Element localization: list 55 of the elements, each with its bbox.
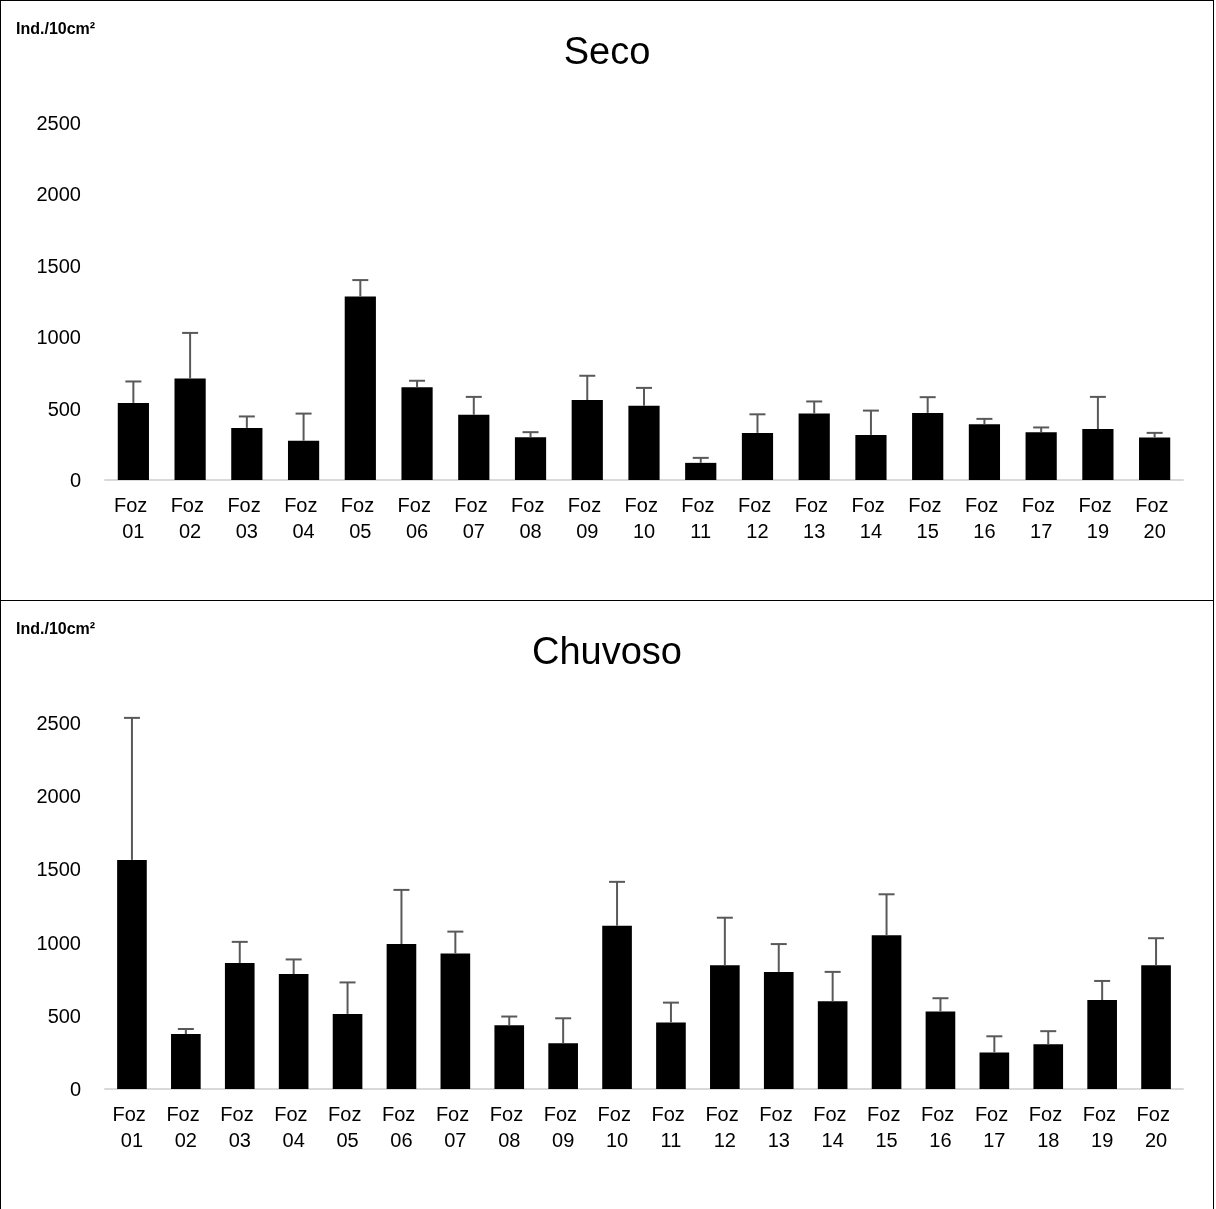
x-tick-label: Foz 11 bbox=[651, 1103, 691, 1151]
y-tick-label: 2000 bbox=[36, 183, 81, 206]
x-tick-label: Foz 17 bbox=[1021, 494, 1061, 542]
y-tick-label: 0 bbox=[69, 469, 81, 491]
x-tick-label: Foz 13 bbox=[794, 494, 834, 542]
x-tick-label: Foz 10 bbox=[597, 1103, 637, 1151]
y-tick-label: 2500 bbox=[36, 712, 81, 734]
x-tick-label: Foz 14 bbox=[851, 494, 891, 542]
x-tick-label: Foz 03 bbox=[220, 1103, 260, 1151]
x-tick-label: Foz 08 bbox=[489, 1103, 529, 1151]
x-tick-label: Foz 20 bbox=[1135, 494, 1175, 542]
x-tick-label: Foz 18 bbox=[1028, 1103, 1068, 1151]
y-axis-title: Ind./10cm² bbox=[16, 619, 96, 637]
x-tick-label: Foz 15 bbox=[867, 1103, 906, 1151]
x-tick-label: Foz 12 bbox=[705, 1103, 745, 1151]
x-tick-label: Foz 05 bbox=[328, 1103, 367, 1151]
x-tick-label: Foz 11 bbox=[681, 494, 721, 542]
y-tick-label: 1500 bbox=[36, 858, 81, 881]
x-tick-label: Foz 12 bbox=[738, 494, 777, 542]
x-tick-label: Foz 06 bbox=[397, 494, 437, 542]
x-tick-label: Foz 19 bbox=[1082, 1103, 1122, 1151]
x-tick-label: Foz 09 bbox=[567, 494, 607, 542]
x-tick-label: Foz 04 bbox=[274, 1103, 314, 1151]
x-tick-label: Foz 16 bbox=[921, 1103, 960, 1151]
x-tick-label: Foz 09 bbox=[543, 1103, 583, 1151]
x-tick-label: Foz 17 bbox=[974, 1103, 1014, 1151]
x-tick-label: Foz 15 bbox=[908, 494, 948, 542]
x-tick-label: Foz 16 bbox=[964, 494, 1004, 542]
x-tick-label: Foz 14 bbox=[813, 1103, 853, 1151]
y-tick-label: 2500 bbox=[36, 112, 81, 134]
x-tick-label: Foz 07 bbox=[435, 1103, 475, 1151]
x-tick-label: Foz 01 bbox=[112, 1103, 152, 1151]
x-tick-label: Foz 03 bbox=[227, 494, 267, 542]
x-tick-label: Foz 02 bbox=[170, 494, 210, 542]
y-tick-label: 1500 bbox=[36, 254, 81, 277]
x-tick-label: Foz 13 bbox=[759, 1103, 799, 1151]
x-tick-label: Foz 19 bbox=[1078, 494, 1118, 542]
y-tick-label: 0 bbox=[69, 1078, 81, 1100]
y-tick-label: 500 bbox=[47, 1004, 81, 1027]
x-tick-label: Foz 04 bbox=[284, 494, 324, 542]
x-tick-label: Foz 07 bbox=[454, 494, 494, 542]
y-tick-label: 2000 bbox=[36, 785, 81, 808]
y-tick-label: 1000 bbox=[36, 931, 81, 954]
x-tick-label: Foz 20 bbox=[1136, 1103, 1176, 1151]
x-tick-label: Foz 01 bbox=[113, 494, 153, 542]
y-axis-title: Ind./10cm² bbox=[16, 19, 96, 37]
x-tick-label: Foz 08 bbox=[511, 494, 550, 542]
x-tick-label: Foz 05 bbox=[340, 494, 380, 542]
chart-title: Seco bbox=[563, 30, 651, 72]
y-tick-label: 1000 bbox=[36, 326, 81, 349]
y-tick-label: 500 bbox=[47, 397, 81, 420]
x-tick-label: Foz 06 bbox=[382, 1103, 421, 1151]
chart-title: Chuvoso bbox=[532, 630, 682, 672]
x-tick-label: Foz 02 bbox=[166, 1103, 206, 1151]
x-tick-label: Foz 10 bbox=[624, 494, 664, 542]
